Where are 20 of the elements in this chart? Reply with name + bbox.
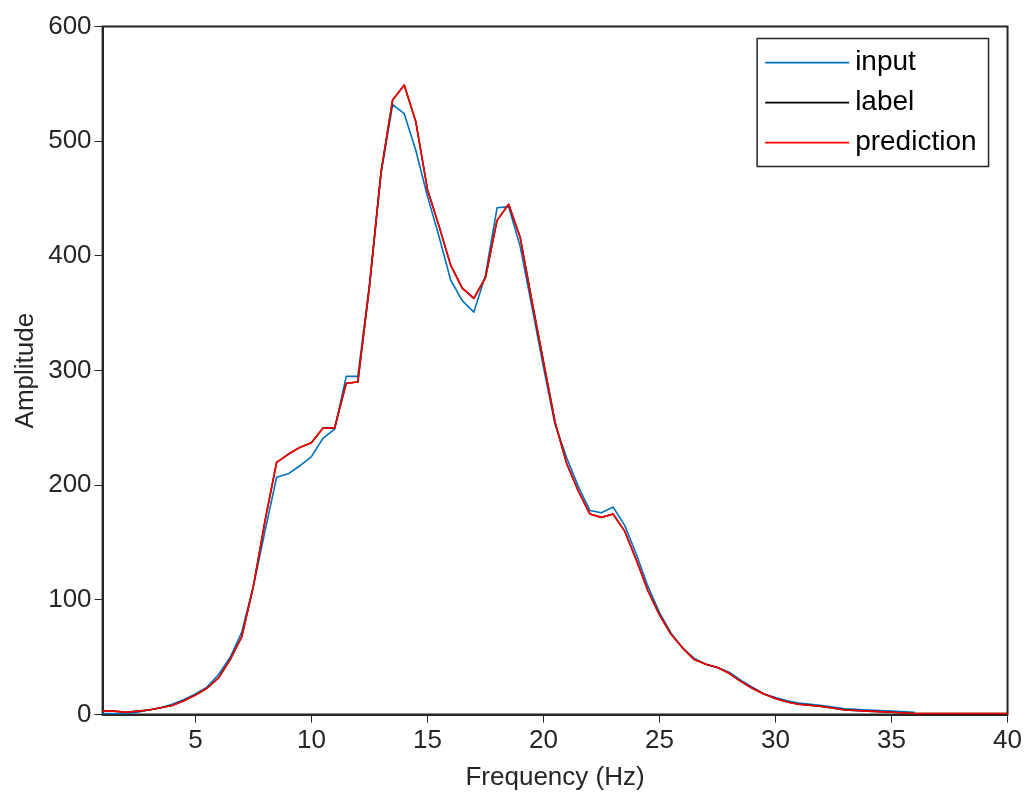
y-tick-label: 300 <box>48 353 92 384</box>
legend-label: input <box>855 45 917 77</box>
y-tick-label: 400 <box>48 239 92 270</box>
x-tick-label: 20 <box>529 724 558 755</box>
x-tick-label: 25 <box>645 724 674 755</box>
y-tick-label: 600 <box>48 9 92 40</box>
x-tick-label: 40 <box>993 724 1022 755</box>
y-tick-label: 100 <box>48 583 92 614</box>
y-tick-label: 500 <box>48 124 92 155</box>
x-tick-label: 30 <box>761 724 790 755</box>
y-tick-label: 0 <box>77 697 92 728</box>
x-axis-title: Frequency (Hz) <box>465 760 645 791</box>
y-axis-title: Amplitude <box>8 312 39 429</box>
y-tick-label: 200 <box>48 468 92 499</box>
legend-label: prediction <box>855 125 977 157</box>
x-tick-label: 15 <box>412 724 442 755</box>
x-tick-label: 35 <box>877 724 906 755</box>
x-tick-label: 10 <box>296 724 326 755</box>
x-tick-label: 5 <box>188 724 203 755</box>
legend-label: label <box>855 85 915 117</box>
